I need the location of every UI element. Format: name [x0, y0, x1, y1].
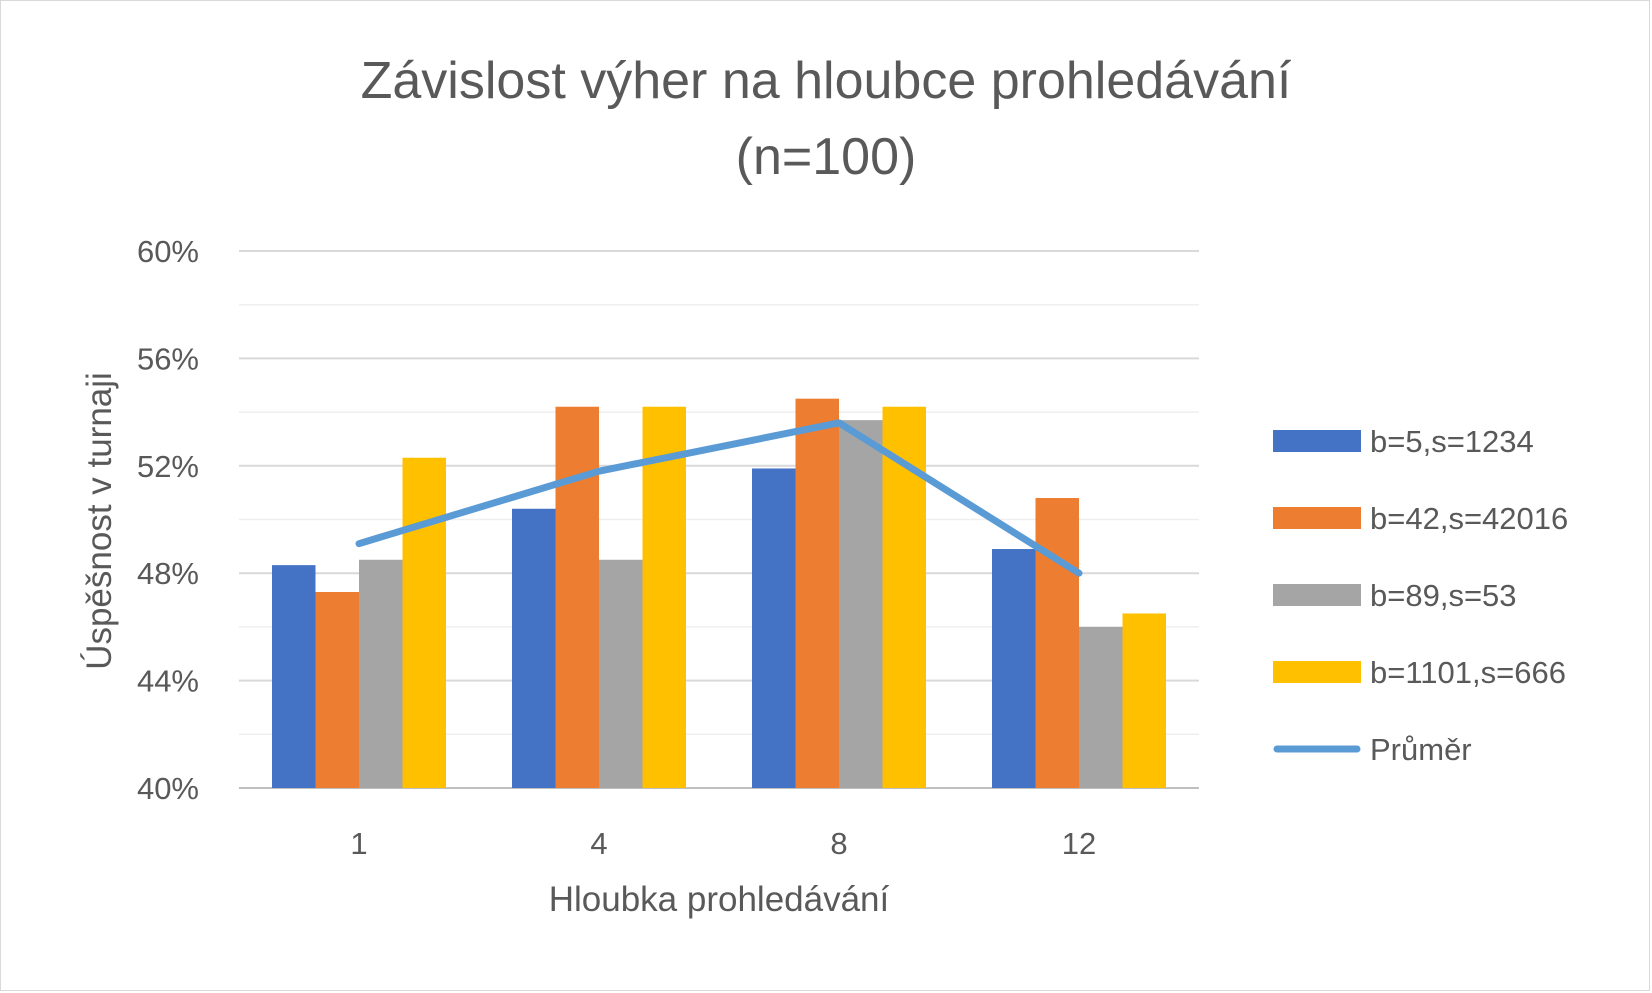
bar: [795, 398, 839, 788]
bar: [272, 565, 316, 788]
x-tick-label: 8: [830, 826, 847, 861]
bar: [752, 468, 796, 788]
x-tick-label: 12: [1062, 826, 1096, 861]
y-tick-label: 44%: [137, 664, 199, 699]
bar: [642, 406, 686, 788]
legend-label: b=42,s=42016: [1370, 501, 1568, 536]
y-tick-label: 40%: [137, 771, 199, 806]
y-tick-label: 56%: [137, 341, 199, 376]
x-tick-label: 1: [350, 826, 367, 861]
bar: [315, 591, 359, 788]
bar: [599, 559, 643, 788]
bar: [1079, 626, 1123, 788]
legend-swatch: [1273, 661, 1361, 683]
bar: [1035, 498, 1079, 788]
series-line: [355, 419, 1083, 577]
bar: [402, 457, 446, 788]
y-tick-label: 60%: [137, 234, 199, 269]
average-line: [355, 419, 1083, 577]
legend-label: b=1101,s=666: [1370, 655, 1566, 690]
legend-swatch: [1273, 507, 1361, 529]
bar: [992, 549, 1036, 788]
bar: [359, 559, 403, 788]
y-tick-label: 52%: [137, 449, 199, 484]
legend: b=5,s=1234 b=42,s=42016 b=89,s=53 b=1101,s=…: [1273, 424, 1568, 767]
bar: [555, 406, 599, 788]
legend-swatch: [1273, 584, 1361, 606]
bars: [272, 398, 1166, 788]
x-tick-label: 4: [590, 826, 607, 861]
bar: [1122, 613, 1166, 788]
legend-label: b=5,s=1234: [1370, 424, 1534, 459]
legend-label: b=89,s=53: [1370, 578, 1517, 613]
x-axis-title: Hloubka prohledávání: [549, 880, 890, 919]
bar: [512, 508, 556, 788]
legend-label: Průměr: [1370, 732, 1472, 767]
y-axis-title: Úspěšnost v turnaji: [80, 372, 119, 670]
x-tick-labels: 1 4 8 12: [350, 826, 1096, 861]
chart-title: Závislost výher na hloubce prohledávání: [361, 52, 1292, 110]
y-tick-label: 48%: [137, 556, 199, 591]
bar: [839, 420, 883, 788]
chart-subtitle: (n=100): [736, 128, 917, 186]
legend-swatch: [1273, 430, 1361, 452]
y-tick-labels: 40% 44% 48% 52% 56% 60%: [137, 234, 199, 806]
